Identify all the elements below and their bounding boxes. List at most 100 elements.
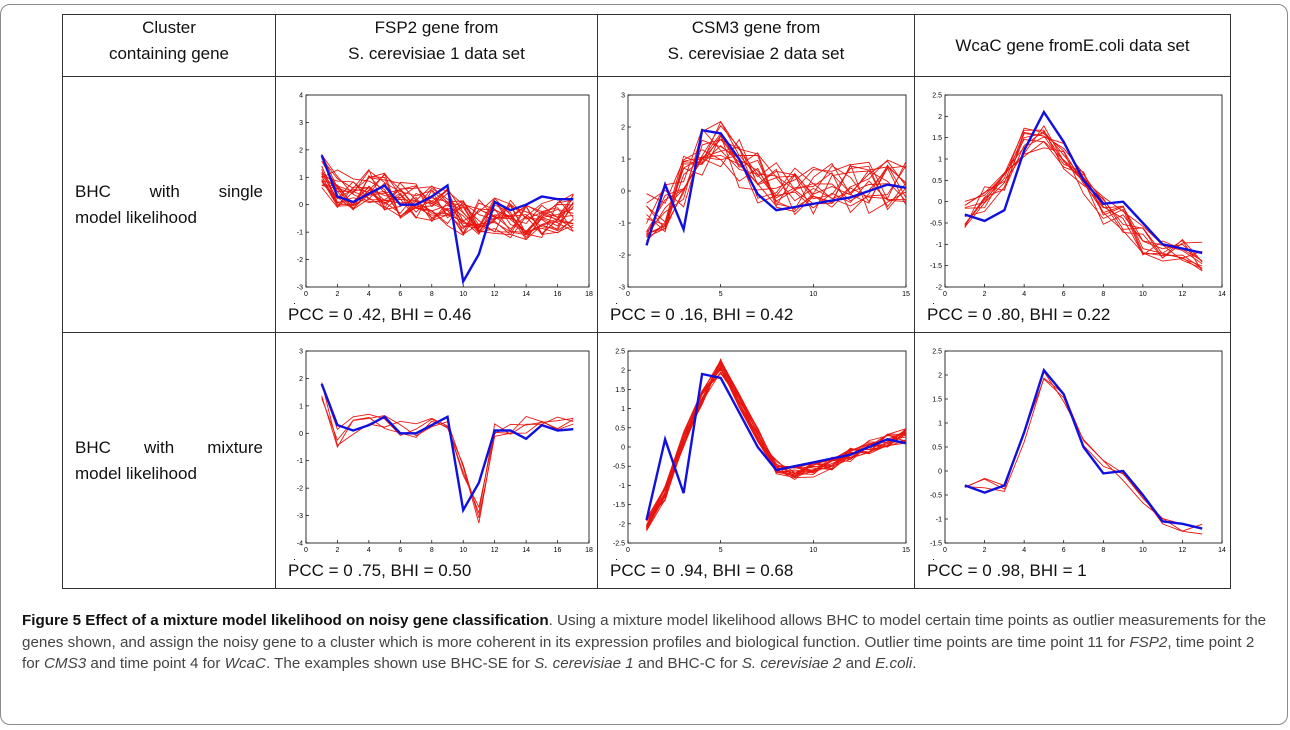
caption-text: , time point 2 for — [22, 633, 1255, 673]
metric-prefix: P — [927, 559, 939, 580]
row-label-word: with — [149, 181, 180, 201]
y-tick-label: 3 — [621, 93, 625, 100]
y-tick-label: 1.5 — [932, 135, 942, 142]
y-tick-label: -1.5 — [613, 502, 625, 509]
cell-plot: 0 2 4 6 8 10 12 14 16 18 -4 -3 -2 -1 0 1 2 3 PCC = 0 .75,… — [275, 332, 598, 589]
cluster-member-line — [646, 358, 907, 528]
metric-text: CC = 0 .80, BHI = 0.22 — [938, 305, 1111, 324]
cluster-member-line — [964, 147, 1203, 262]
y-tick-label: -1 — [619, 483, 625, 490]
plot-axes-box — [627, 94, 907, 288]
caption-gene: FSP2 — [1129, 633, 1168, 651]
cluster-member-line — [321, 395, 574, 515]
cluster-member-line — [646, 132, 907, 238]
y-tick-label: 1.5 — [932, 397, 942, 404]
x-tick-label: 6 — [398, 547, 402, 554]
line-plot-csm3-single: 0 5 10 15 -3 -2 -1 0 1 2 3 — [619, 93, 910, 299]
x-tick-label: 18 — [585, 291, 593, 298]
cluster-member-line — [964, 377, 1203, 529]
cluster-member-line — [646, 144, 907, 223]
cluster-member-line — [321, 384, 574, 519]
cluster-member-line — [321, 382, 574, 509]
line-plot-wcac-single: 0 2 4 6 8 10 12 14 -2 -1.5 -1 -0.5 0 0.5 1 1.5 2 2.5 — [930, 93, 1226, 299]
metric-label: PCC = 0 .98, BHI = 1 — [927, 559, 1087, 581]
header-cluster: Cluster containing gene — [62, 14, 276, 77]
y-tick-label: 2 — [621, 125, 625, 132]
y-tick-label: 2 — [621, 368, 625, 375]
cluster-member-line — [964, 370, 1203, 532]
caption-dataset: S. cerevisiae 2 — [741, 655, 842, 672]
x-tick-label: 4 — [1022, 291, 1026, 298]
row-label-word: BHC — [75, 181, 111, 201]
table-header-row: Cluster containing gene FSP2 gene from S… — [62, 14, 1231, 77]
y-tick-label: 1 — [299, 175, 303, 182]
row-label-word: single — [218, 181, 263, 201]
x-tick-label: 0 — [626, 291, 630, 298]
y-tick-label: -0.5 — [613, 464, 625, 471]
caption-title: Figure 5 Effect of a mixture model likel… — [22, 612, 549, 629]
x-tick-label: 15 — [902, 291, 910, 298]
x-tick-label: 4 — [367, 291, 371, 298]
x-tick-label: 2 — [335, 291, 339, 298]
metric-text: CC = 0 .42, BHI = 0.46 — [299, 305, 472, 324]
cluster-member-line — [646, 360, 907, 528]
x-tick-label: 16 — [554, 291, 562, 298]
y-tick-label: -1 — [297, 230, 303, 237]
line-plot-wcac-mixture: 0 2 4 6 8 10 12 14 -1.5 -1 -0.5 0 0.5 1 1.5 2 2.5 — [930, 349, 1226, 555]
row-label-word: BHC — [75, 437, 111, 457]
y-tick-label: 0.5 — [932, 178, 942, 185]
metric-prefix: P — [288, 303, 300, 324]
y-tick-label: 0 — [621, 445, 625, 452]
line-plot-csm3-mixture: 0 5 10 15 -2.5 -2 -1.5 -1 -0.5 0 0.5 1 1.5 2 2.5 — [613, 349, 910, 555]
x-tick-label: 18 — [585, 547, 593, 554]
header-text: WcaC gene fromE.coli data set — [955, 35, 1190, 55]
row-label-mixture: BHC with mixture model likelihood — [62, 332, 276, 589]
cluster-member-line — [646, 154, 907, 235]
cluster-member-line — [964, 133, 1203, 269]
x-tick-label: 5 — [719, 291, 723, 298]
cluster-member-line — [321, 158, 574, 236]
x-tick-label: 6 — [1062, 291, 1066, 298]
x-tick-label: 0 — [943, 291, 947, 298]
figure-caption: Figure 5 Effect of a mixture model likel… — [22, 610, 1272, 675]
x-tick-label: 15 — [902, 547, 910, 554]
x-tick-label: 0 — [304, 291, 308, 298]
noisy-gene-line — [964, 367, 1203, 530]
y-tick-label: 0.5 — [932, 445, 942, 452]
cluster-member-line — [321, 186, 574, 239]
metric-text: CC = 0 .75, BHI = 0.50 — [299, 561, 472, 580]
cluster-member-line — [321, 173, 574, 232]
y-tick-label: -3 — [297, 285, 303, 292]
cluster-member-line — [321, 172, 574, 234]
metric-label: PCC = 0 .75, BHI = 0.50 — [288, 559, 472, 581]
row-label-line: model likelihood — [75, 207, 197, 227]
cell-plot: 0 2 4 6 8 10 12 14 -1.5 -1 -0.5 0 0.5 1 1.5 2 2.5 PCC = … — [914, 332, 1231, 589]
x-tick-label: 8 — [430, 547, 434, 554]
y-tick-label: 2 — [299, 376, 303, 383]
metric-label: PCC = 0 .16, BHI = 0.42 — [610, 303, 793, 325]
header-text: S. cerevisiae 2 data set — [667, 44, 845, 63]
y-tick-label: 1 — [299, 403, 303, 410]
y-tick-label: 0 — [621, 189, 625, 196]
metric-prefix: P — [288, 559, 300, 580]
y-tick-label: 0 — [299, 431, 303, 438]
x-tick-label: 14 — [522, 547, 530, 554]
header-csm3: CSM3 gene from S. cerevisiae 2 data set — [597, 14, 915, 77]
caption-dataset: S. cerevisiae 1 — [534, 655, 634, 672]
caption-text: and — [841, 655, 876, 672]
cluster-member-line — [646, 365, 907, 526]
x-tick-label: 6 — [398, 291, 402, 298]
cluster-member-line — [646, 149, 907, 210]
y-tick-label: 2.5 — [615, 349, 625, 356]
row-label-line: BHC with single — [75, 179, 263, 205]
y-tick-label: 0 — [938, 469, 942, 476]
x-tick-label: 10 — [1139, 547, 1147, 554]
y-tick-label: 1 — [938, 157, 942, 164]
header-text: containing gene — [108, 44, 230, 63]
y-tick-label: 1 — [621, 406, 625, 413]
header-fsp2: FSP2 gene from S. cerevisiae 1 data set — [275, 14, 598, 77]
y-tick-label: 2.5 — [932, 93, 942, 100]
y-tick-label: -1 — [619, 221, 625, 228]
row-label-word: mixture — [207, 437, 263, 457]
